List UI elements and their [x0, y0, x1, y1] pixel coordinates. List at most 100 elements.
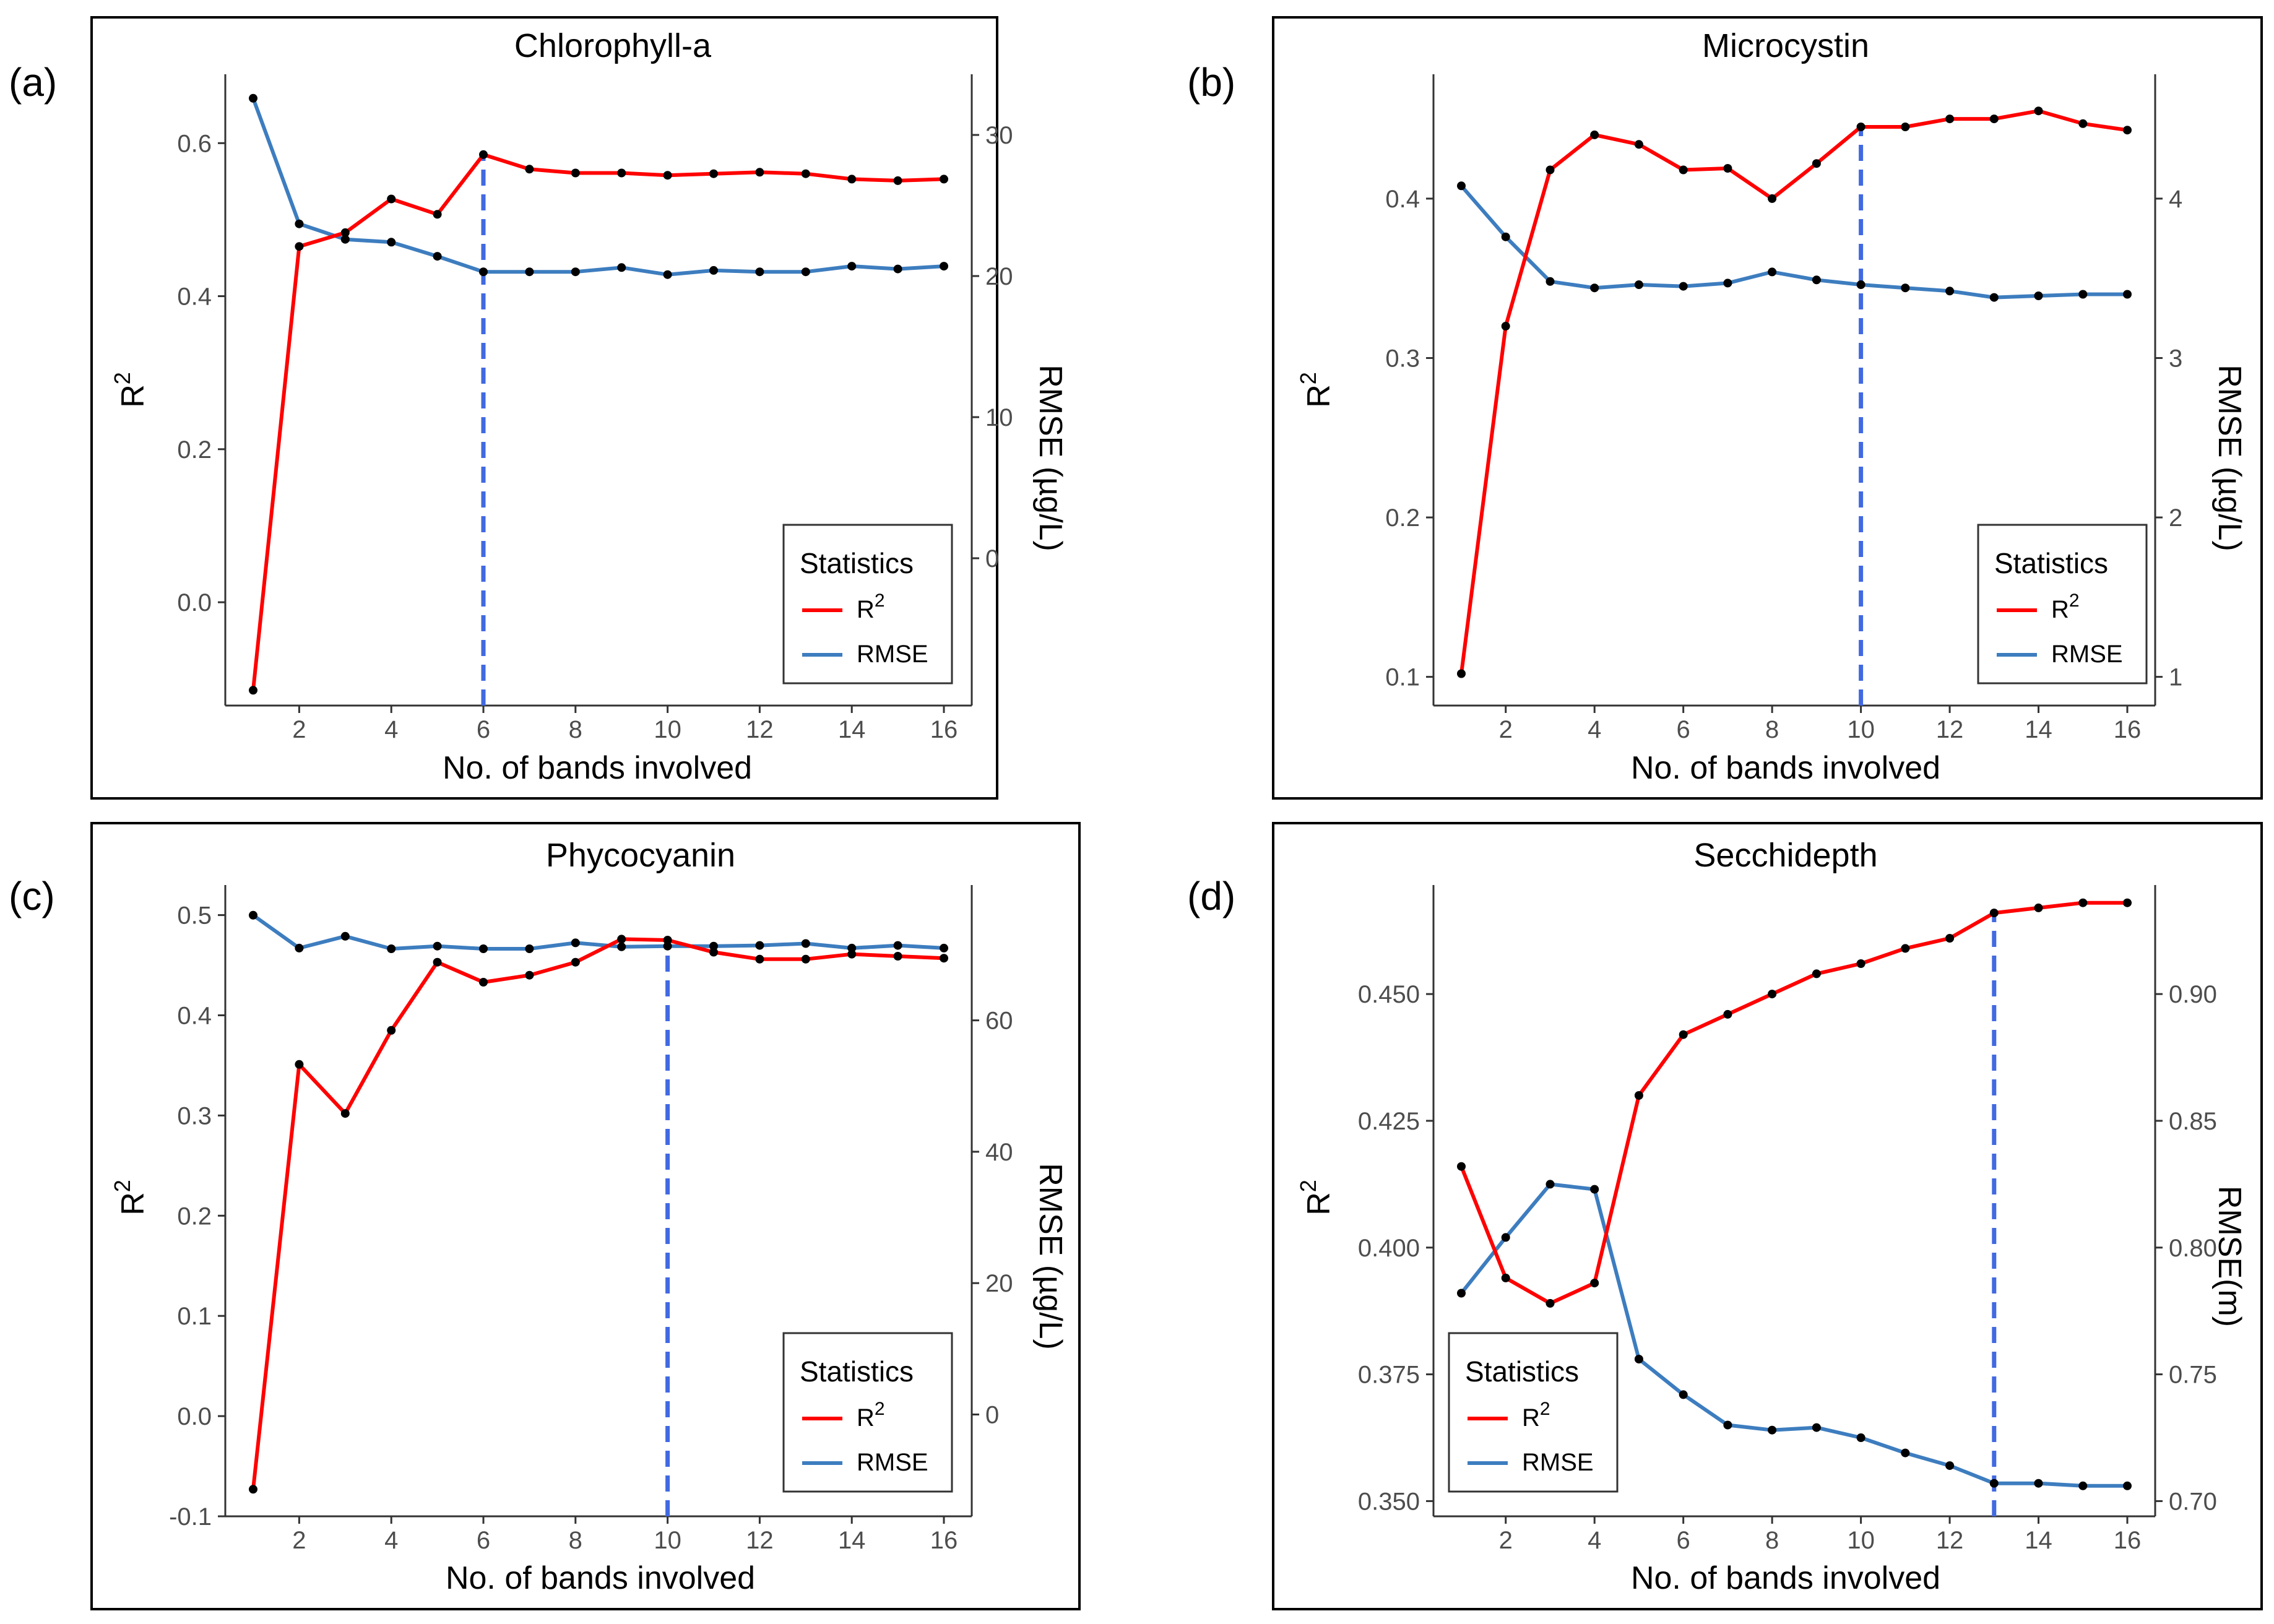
data-point-rmse	[2123, 1481, 2132, 1490]
data-point-r2	[755, 168, 764, 177]
data-point-rmse	[1634, 1355, 1643, 1363]
x-tick-label: 16	[930, 716, 958, 743]
data-point-rmse	[940, 943, 948, 952]
y-axis-title-sup: 2	[1295, 1180, 1321, 1192]
data-point-rmse	[479, 944, 488, 953]
data-point-rmse	[893, 941, 902, 950]
x-axis-title: No. of bands involved	[446, 1560, 755, 1596]
data-point-rmse	[709, 941, 718, 951]
y2-tick-label: 1	[2169, 664, 2182, 691]
x-tick-label: 14	[2025, 1527, 2052, 1554]
data-point-r2	[1812, 159, 1821, 168]
data-point-rmse	[1590, 1185, 1599, 1194]
data-point-r2	[1768, 990, 1777, 999]
data-point-r2	[847, 175, 857, 184]
x-axis-title: No. of bands involved	[1631, 750, 1940, 786]
data-point-r2	[801, 954, 810, 964]
data-point-rmse	[755, 941, 764, 950]
data-point-rmse	[1989, 1479, 1999, 1488]
data-point-r2	[893, 176, 902, 185]
x-tick-label: 12	[1936, 1527, 1964, 1554]
panel-a: (a) Chlorophyll-a 2 4 6 8 10 12 14 16 0.0 0.2 0.4 0.6…	[9, 16, 1068, 800]
series-line-rmse	[251, 97, 945, 277]
data-point-r2	[847, 949, 857, 959]
data-point-r2	[1856, 959, 1865, 968]
x-tick-label: 8	[1765, 1527, 1779, 1554]
data-point-rmse	[249, 93, 257, 103]
series-line-rmse	[1459, 1182, 2127, 1488]
chart-title: Secchidepth	[1693, 837, 1877, 874]
legend-title: Statistics	[1994, 547, 2108, 579]
data-point-r2	[940, 175, 948, 184]
data-point-rmse	[1546, 277, 1555, 286]
y2-tick-label: 20	[985, 263, 1013, 290]
data-point-r2	[2123, 126, 2132, 135]
data-point-rmse	[295, 943, 304, 952]
data-point-r2	[709, 948, 718, 957]
series-line-r2	[251, 152, 945, 691]
data-point-r2	[1989, 909, 1999, 918]
y-axis-title: R2	[1295, 372, 1337, 408]
data-point-r2	[1856, 123, 1865, 131]
y-tick-label: 0.450	[1358, 981, 1420, 1008]
data-point-rmse	[1590, 283, 1599, 293]
y2-tick-label: 3	[2169, 345, 2182, 372]
data-point-r2	[249, 686, 257, 695]
legend-label-main: RMSE	[857, 1449, 928, 1476]
x-tick-label: 10	[1847, 716, 1875, 743]
data-point-rmse	[847, 262, 857, 271]
x-tick-label: 16	[930, 1527, 958, 1554]
data-point-r2	[571, 957, 580, 967]
data-point-rmse	[340, 235, 350, 244]
y-tick-label: 0.1	[177, 1303, 212, 1330]
y-tick-label: 0.400	[1358, 1235, 1420, 1262]
data-point-r2	[1457, 669, 1466, 678]
panel-d: (d) Secchidepth 2 4 6 8 10 12 14 16 0.350 0.375 0.40…	[1187, 822, 2263, 1610]
data-point-rmse	[617, 263, 626, 272]
data-point-r2	[433, 210, 442, 219]
data-point-r2	[663, 171, 672, 180]
data-point-rmse	[2034, 292, 2043, 300]
y2-tick-label: 0	[985, 1401, 999, 1428]
data-point-rmse	[1723, 279, 1732, 288]
x-tick-label: 2	[292, 1527, 306, 1554]
x-tick-label: 16	[2114, 1527, 2142, 1554]
data-point-r2	[2078, 898, 2088, 907]
y-tick-label: 0.3	[1385, 345, 1420, 372]
data-point-r2	[1634, 140, 1643, 149]
legend-label-main: R	[1522, 1404, 1540, 1432]
y-tick-label: 0.375	[1358, 1362, 1420, 1389]
legend-label: R2	[1522, 1399, 1550, 1432]
y-axis-title-sup: 2	[110, 1180, 135, 1192]
data-point-rmse	[1901, 283, 1910, 293]
x-tick-label: 14	[838, 716, 866, 743]
chart-title: Chlorophyll-a	[514, 27, 712, 64]
panel-frame	[90, 16, 998, 800]
y-tick-label: 0.1	[1385, 664, 1420, 691]
data-point-rmse	[801, 267, 810, 277]
x-tick-label: 6	[1677, 1527, 1690, 1554]
data-point-r2	[1901, 944, 1910, 953]
legend-label: RMSE	[2051, 641, 2123, 668]
data-point-r2	[755, 954, 764, 964]
x-tick-label: 4	[384, 1527, 398, 1554]
legend-label: R2	[2051, 590, 2080, 623]
legend-box	[1448, 1332, 1619, 1493]
panel-frame	[1272, 16, 2263, 800]
series-line-r2	[1459, 901, 2127, 1305]
panel-frame	[90, 822, 1081, 1610]
data-point-r2	[1812, 969, 1821, 978]
y-axis-title: R2	[110, 1180, 151, 1216]
data-point-r2	[1546, 1298, 1555, 1308]
panel-letter: (a)	[9, 60, 57, 105]
y-axis-title: R2	[110, 372, 151, 408]
y2-tick-label: 0.85	[2169, 1108, 2217, 1135]
y2-tick-label: 20	[985, 1270, 1013, 1297]
y-tick-label: 0.2	[177, 1203, 212, 1230]
data-point-rmse	[663, 941, 672, 951]
y2-axis-title: RMSE(m)	[2211, 1186, 2247, 1327]
data-point-r2	[479, 150, 488, 159]
x-tick-label: 16	[2114, 716, 2142, 743]
data-point-rmse	[2078, 1481, 2088, 1490]
data-point-rmse	[525, 944, 534, 953]
